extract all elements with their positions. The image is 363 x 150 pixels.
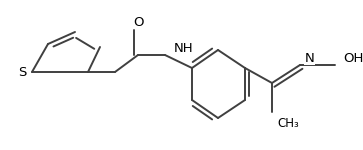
Text: NH: NH bbox=[174, 42, 193, 54]
Text: OH: OH bbox=[343, 51, 363, 64]
Text: O: O bbox=[133, 15, 143, 28]
Text: N: N bbox=[305, 51, 315, 64]
Text: S: S bbox=[18, 66, 26, 78]
Text: CH₃: CH₃ bbox=[277, 117, 299, 130]
